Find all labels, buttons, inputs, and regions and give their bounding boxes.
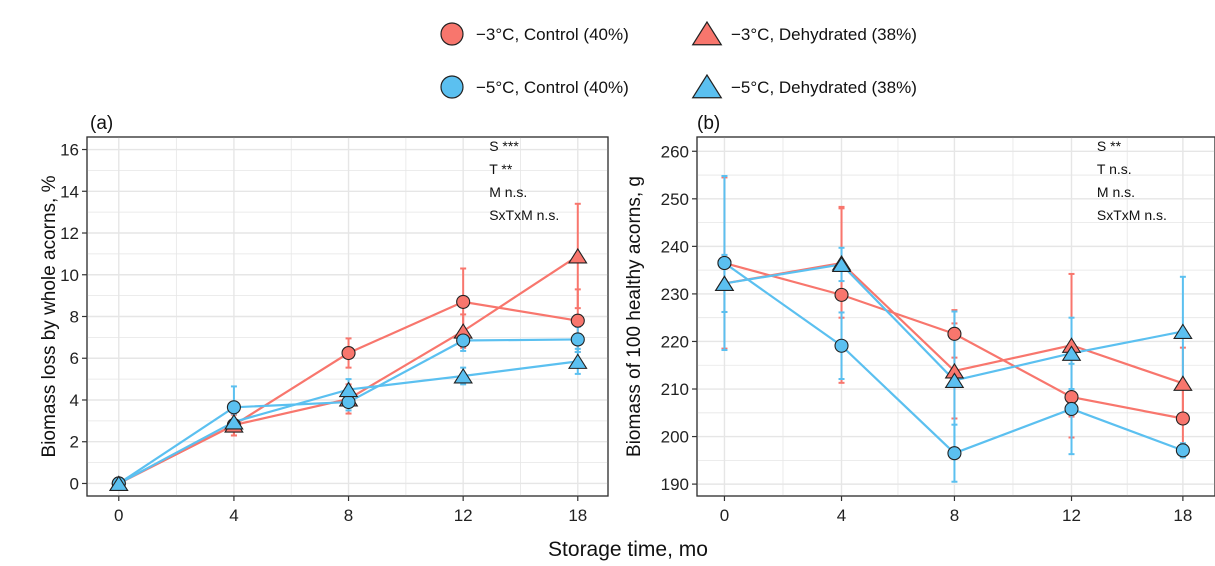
plot-frame	[696, 136, 1215, 497]
x-tick-label: 12	[454, 506, 473, 525]
data-point-circle	[947, 326, 962, 341]
data-point-circle	[1175, 443, 1190, 458]
y-tick-label: 250	[661, 190, 689, 209]
data-point-triangle	[1061, 345, 1082, 361]
data-point-triangle	[567, 247, 588, 264]
data-point-triangle	[453, 367, 473, 384]
y-tick-label: 260	[661, 142, 689, 161]
data-point-triangle	[224, 413, 244, 430]
legend-label: −3°C, Dehydrated (38%)	[731, 25, 917, 44]
panel-label: (a)	[90, 113, 113, 134]
y-tick-label: 8	[70, 308, 79, 327]
data-point-triangle	[1173, 323, 1193, 340]
x-tick-label: 12	[1062, 506, 1081, 525]
stat-annotation: SxTxM n.s.	[489, 207, 559, 223]
legend-label: −5°C, Dehydrated (38%)	[731, 78, 917, 97]
stat-annotation: M n.s.	[1097, 184, 1135, 200]
data-point-triangle	[944, 372, 965, 389]
series-layer	[108, 202, 588, 492]
legend-triangle-marker	[691, 20, 723, 46]
y-tick-label: 230	[661, 285, 689, 304]
data-point-circle	[570, 313, 585, 328]
stat-annotation: T **	[489, 161, 513, 177]
y-axis-title: Biomass of 100 healthy acorns, g	[624, 176, 645, 457]
legend-circle-marker	[440, 75, 464, 99]
data-point-circle	[456, 333, 471, 348]
stat-annotation: M n.s.	[489, 184, 527, 200]
y-tick-label: 6	[70, 349, 79, 368]
y-tick-label: 200	[661, 428, 689, 447]
x-tick-label: 0	[720, 506, 729, 525]
shared-x-axis-title: Storage time, mo	[548, 538, 708, 561]
y-tick-label: 240	[661, 237, 689, 256]
legend-label: −5°C, Control (40%)	[476, 78, 629, 97]
x-tick-label: 4	[229, 506, 238, 525]
panel-label: (b)	[697, 113, 720, 134]
data-point-circle	[947, 446, 962, 461]
stat-annotation: S **	[1097, 138, 1122, 154]
y-tick-label: 190	[661, 475, 689, 494]
y-tick-label: 10	[60, 266, 79, 285]
stat-annotation: S ***	[489, 138, 519, 154]
data-point-circle	[456, 294, 471, 309]
data-point-circle	[341, 345, 356, 361]
data-point-triangle	[714, 275, 735, 292]
x-tick-label: 18	[568, 506, 587, 525]
x-tick-label: 4	[837, 506, 846, 525]
data-point-circle	[834, 287, 849, 302]
legend-circle-marker	[440, 22, 464, 46]
panel-b: 190 200 210 220 230 240 250 260 0 4 8 12 18 (b) Biomas…	[624, 113, 1215, 525]
y-tick-label: 220	[661, 332, 689, 351]
data-point-circle	[1175, 411, 1190, 426]
series-layer	[714, 174, 1193, 483]
x-tick-label: 18	[1173, 506, 1192, 525]
y-tick-label: 12	[60, 224, 79, 243]
legend-label: −3°C, Control (40%)	[476, 25, 629, 44]
legend: −3°C, Control (40%) −3°C, Dehydrated (38%…	[440, 20, 917, 99]
y-tick-label: 4	[70, 391, 79, 410]
data-point-triangle	[567, 353, 588, 369]
data-point-circle	[570, 332, 585, 347]
legend-triangle-marker	[691, 73, 723, 99]
data-point-circle	[341, 395, 356, 410]
y-tick-label: 2	[70, 433, 79, 452]
stat-annotation: T n.s.	[1097, 161, 1132, 177]
data-point-triangle	[338, 381, 359, 398]
x-tick-label: 8	[344, 506, 353, 525]
data-point-triangle	[831, 256, 852, 272]
y-tick-label: 0	[70, 474, 79, 493]
y-tick-label: 14	[60, 182, 79, 201]
data-point-circle	[717, 255, 732, 271]
data-point-triangle	[108, 475, 129, 492]
data-point-circle	[1064, 401, 1079, 417]
data-point-triangle	[1173, 375, 1193, 391]
x-tick-label: 8	[950, 506, 959, 525]
x-tick-label: 0	[114, 506, 123, 525]
y-axis-title: Biomass loss by whole acorns, %	[39, 175, 60, 457]
stat-annotation: SxTxM n.s.	[1097, 207, 1167, 223]
data-point-circle	[834, 338, 849, 353]
panel-a: 0 2 4 6 8 10 12 14 16 0 4 8 12 18 (a) Biomass loss by w…	[39, 113, 609, 525]
data-point-circle	[1064, 390, 1079, 405]
y-tick-label: 210	[661, 380, 689, 399]
data-point-circle	[226, 400, 241, 415]
y-tick-label: 16	[60, 141, 79, 160]
plot-area	[696, 136, 1215, 497]
